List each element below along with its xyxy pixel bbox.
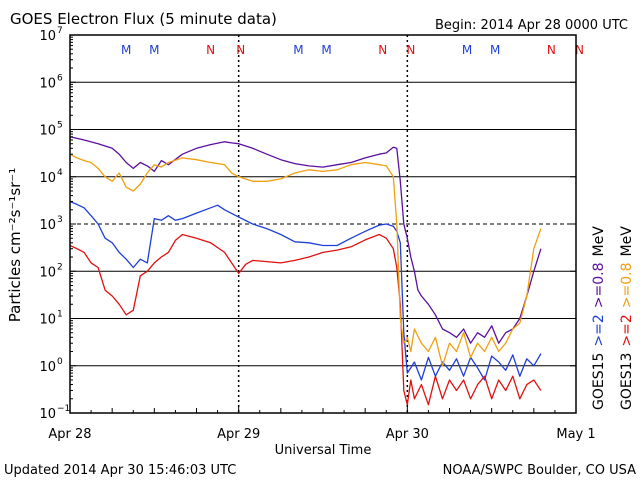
y-tick-label: 10 [39,360,56,375]
y-tick-exponent: 4 [57,168,63,178]
y-tick-label: 10 [39,171,56,186]
satellite-marker-6: M [321,43,331,57]
y-tick-label: 10 [39,29,56,44]
satellite-marker-11: N [547,43,556,57]
y-tick-exponent: 1 [57,310,63,320]
satellite-marker-10: M [490,43,500,57]
legend: GOES15 >=2 >=0.8 MeV GOES13 >=2 >=0.8 MeV [591,226,635,410]
satellite-marker-4: N [236,43,245,57]
data-source: NOAA/SWPC Boulder, CO USA [443,463,636,478]
legend-entry: >=0.8 [591,262,607,308]
chart-title: GOES Electron Flux (5 minute data) [10,10,277,28]
y-tick-exponent: 5 [57,121,63,131]
x-tick-label: Apr 30 [386,427,429,442]
satellite-marker-1: M [121,43,131,57]
legend-entry: >=2 [619,314,635,346]
satellite-marker-7: N [378,43,387,57]
y-tick-label: 10 [39,265,56,280]
x-tick-label: Apr 28 [48,427,91,442]
legend-row: GOES13 >=2 >=0.8 MeV [619,226,635,410]
satellite-marker-12: N [575,43,584,57]
x-axis-ticks: Apr 28 Apr 29 Apr 30 May 1 [48,405,596,442]
legend-row: GOES15 >=2 >=0.8 MeV [591,226,607,410]
series-line-2 [69,233,542,406]
legend-entry: >=0.8 [619,262,635,308]
plot-series [69,136,542,406]
x-tick-label: May 1 [556,427,595,442]
y-tick-exponent: 0 [57,357,63,367]
x-tick-label: Apr 29 [217,427,260,442]
series-line-3 [69,136,542,344]
legend-entry: MeV [591,226,607,257]
legend-entry: MeV [619,226,635,257]
x-axis-label: Universal Time [275,443,372,458]
y-axis-label: Particles cm⁻²s⁻¹sr⁻¹ [6,168,24,322]
legend-entry: >=2 [591,314,607,346]
legend-entry: GOES15 [591,353,607,410]
satellite-marker-9: M [462,43,472,57]
satellite-marker-3: N [206,43,215,57]
series-line-1 [69,200,542,381]
satellite-marker-5: M [293,43,303,57]
updated-time: Updated 2014 Apr 30 15:46:03 UTC [4,463,236,478]
y-tick-exponent: −1 [57,404,70,414]
y-tick-label: 10 [39,313,56,328]
y-tick-exponent: 7 [57,26,63,36]
y-tick-exponent: 2 [57,262,63,272]
begin-time: Begin: 2014 Apr 28 0000 UTC [435,18,628,33]
legend-entry: GOES13 [619,353,635,410]
y-tick-label: 10 [39,218,56,233]
series-line-4 [69,153,542,367]
y-tick-exponent: 3 [57,215,63,225]
satellite-marker-2: M [149,43,159,57]
plot-grid [70,35,576,413]
y-tick-label: 10 [39,407,56,422]
y-tick-exponent: 6 [57,73,63,83]
satellite-marker-8: N [406,43,415,57]
y-tick-label: 10 [39,124,56,139]
y-tick-label: 10 [39,76,56,91]
